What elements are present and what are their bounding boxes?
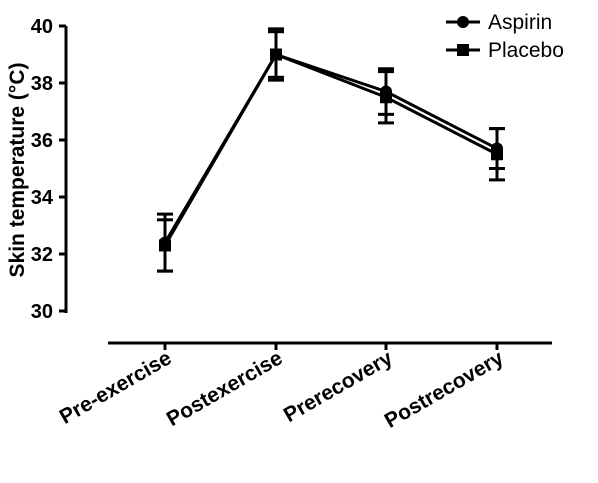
- legend-marker: [457, 44, 469, 56]
- data-point: [270, 48, 282, 61]
- series-line-placebo: [163, 52, 498, 247]
- series-line-aspirin: [163, 52, 498, 244]
- x-tick-label: Pre-exercise: [56, 346, 176, 428]
- legend-label: Placebo: [488, 39, 564, 62]
- legend-item: Placebo: [446, 39, 564, 62]
- y-ticks: 30 32 34 36 38 40: [31, 16, 66, 323]
- series-layer: [157, 27, 505, 273]
- data-point: [491, 148, 503, 161]
- y-tick-label: 32: [31, 244, 53, 266]
- axes: [64, 26, 552, 345]
- data-point: [380, 91, 392, 104]
- x-ticks: Pre-exercisePostexercisePrerecoveryPostr…: [56, 343, 508, 433]
- legend: Aspirin Placebo: [446, 11, 564, 62]
- x-tick-label: Prerecovery: [280, 346, 397, 427]
- legend-label: Aspirin: [488, 11, 552, 34]
- x-tick-label: Postexercise: [163, 346, 287, 431]
- y-tick-label: 34: [31, 187, 54, 209]
- y-axis-label: Skin temperature (°C): [6, 63, 29, 278]
- x-tick-label: Postrecovery: [381, 346, 508, 433]
- legend-marker: [457, 16, 469, 28]
- legend-item: Aspirin: [446, 11, 552, 34]
- y-tick-label: 30: [31, 301, 53, 323]
- y-tick-label: 40: [31, 16, 53, 38]
- data-point: [159, 239, 171, 252]
- y-tick-label: 38: [31, 73, 53, 95]
- y-tick-label: 36: [31, 130, 53, 152]
